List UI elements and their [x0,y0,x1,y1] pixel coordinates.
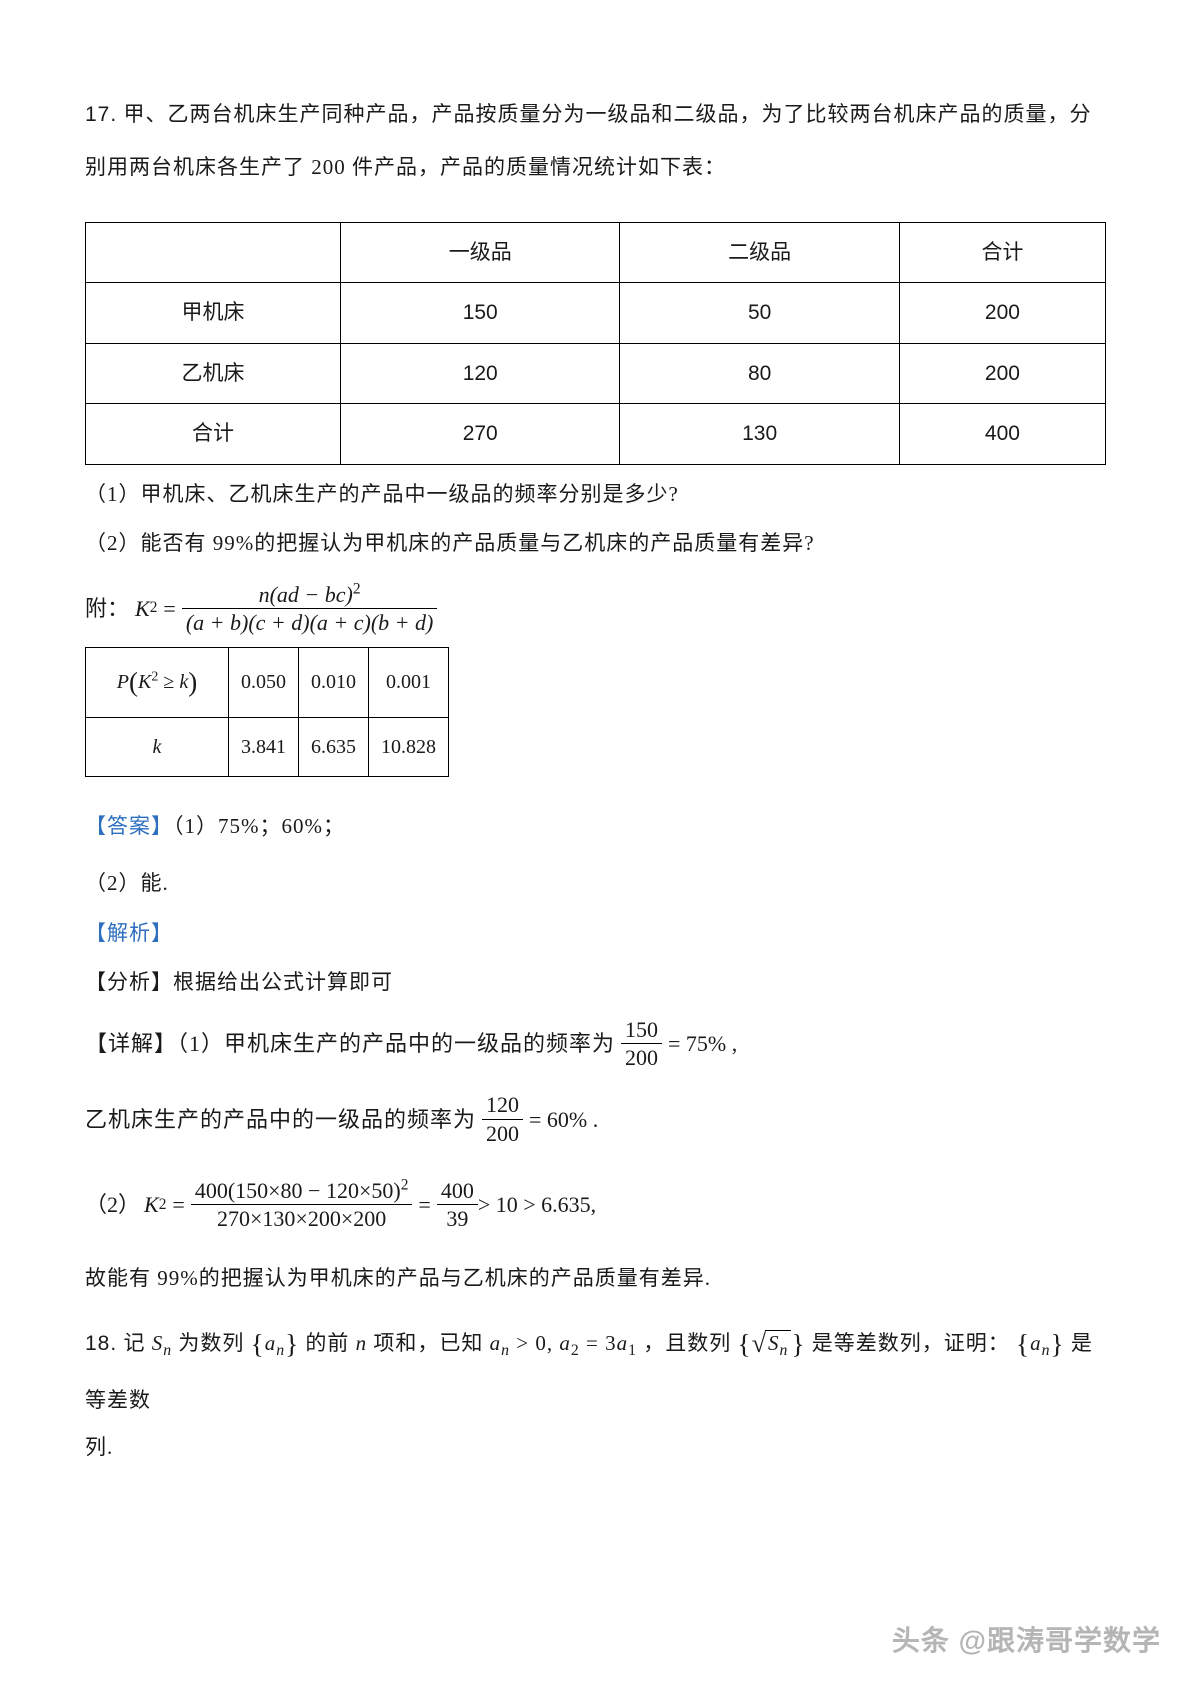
q18-number: 18. [85,1332,117,1355]
table-row: 合计 270 130 400 [86,404,1106,465]
table-row: k 3.841 6.635 10.828 [86,717,449,776]
table-row: P(K2 ≥ k) 0.050 0.010 0.001 [86,648,449,718]
q17-sub1: （1）甲机床、乙机床生产的产品中一级品的频率分别是多少? [85,479,1106,511]
q17-stem-line1: 17. 甲、乙两台机床生产同种产品，产品按质量分为一级品和二级品，为了比较两台机… [85,90,1106,139]
q17-conclusion: 故能有 99%的把握认为甲机床的产品与乙机床的产品质量有差异. [85,1263,1106,1295]
table-row: 乙机床 120 80 200 [86,343,1106,404]
answer-label: 【答案】 [85,814,173,838]
q17-detail-yi: 乙机床生产的产品中的一级品的频率为 120 200 = 60% . [85,1092,1106,1146]
q17-answer-line1: 【答案】（1）75%；60%； [85,811,1106,843]
q17-number: 17. [85,103,117,126]
q17-chi-table: P(K2 ≥ k) 0.050 0.010 0.001 k 3.841 6.63… [85,647,449,777]
q17-stem-line2: 别用两台机床各生产了 200 件产品，产品的质量情况统计如下表： [85,143,1106,191]
q17-answer-line2: （2）能. [85,868,1106,900]
table-row: 甲机床 150 50 200 [86,283,1106,344]
q17-sub2: （2）能否有 99%的把握认为甲机床的产品质量与乙机床的产品质量有差异? [85,528,1106,560]
q17-detail-1: 【详解】（1）甲机床生产的产品中的一级品的频率为 150 200 = 75% , [85,1017,1106,1071]
q17-data-table: 一级品 二级品 合计 甲机床 150 50 200 乙机床 120 80 200… [85,222,1106,465]
q17-chi-formula: 附： K2 = n(ad − bc)2 (a + b)(c + d)(a + c… [85,582,1106,636]
q17-fenxi: 【分析】根据给出公式计算即可 [85,967,1106,999]
q17-part2-calc: （2） K2 = 400(150×80 − 120×50)2 270×130×2… [85,1178,1106,1232]
q18-line1: 18. 记 Sn 为数列 {an} 的前 n 项和，已知 an > 0, a2 … [85,1313,1106,1424]
watermark: 头条 @跟涛哥学数学 [892,1620,1161,1662]
q17-jiexi-label: 【解析】 [85,918,1106,950]
q18-line2: 列. [85,1432,1106,1464]
table-row: 一级品 二级品 合计 [86,222,1106,283]
